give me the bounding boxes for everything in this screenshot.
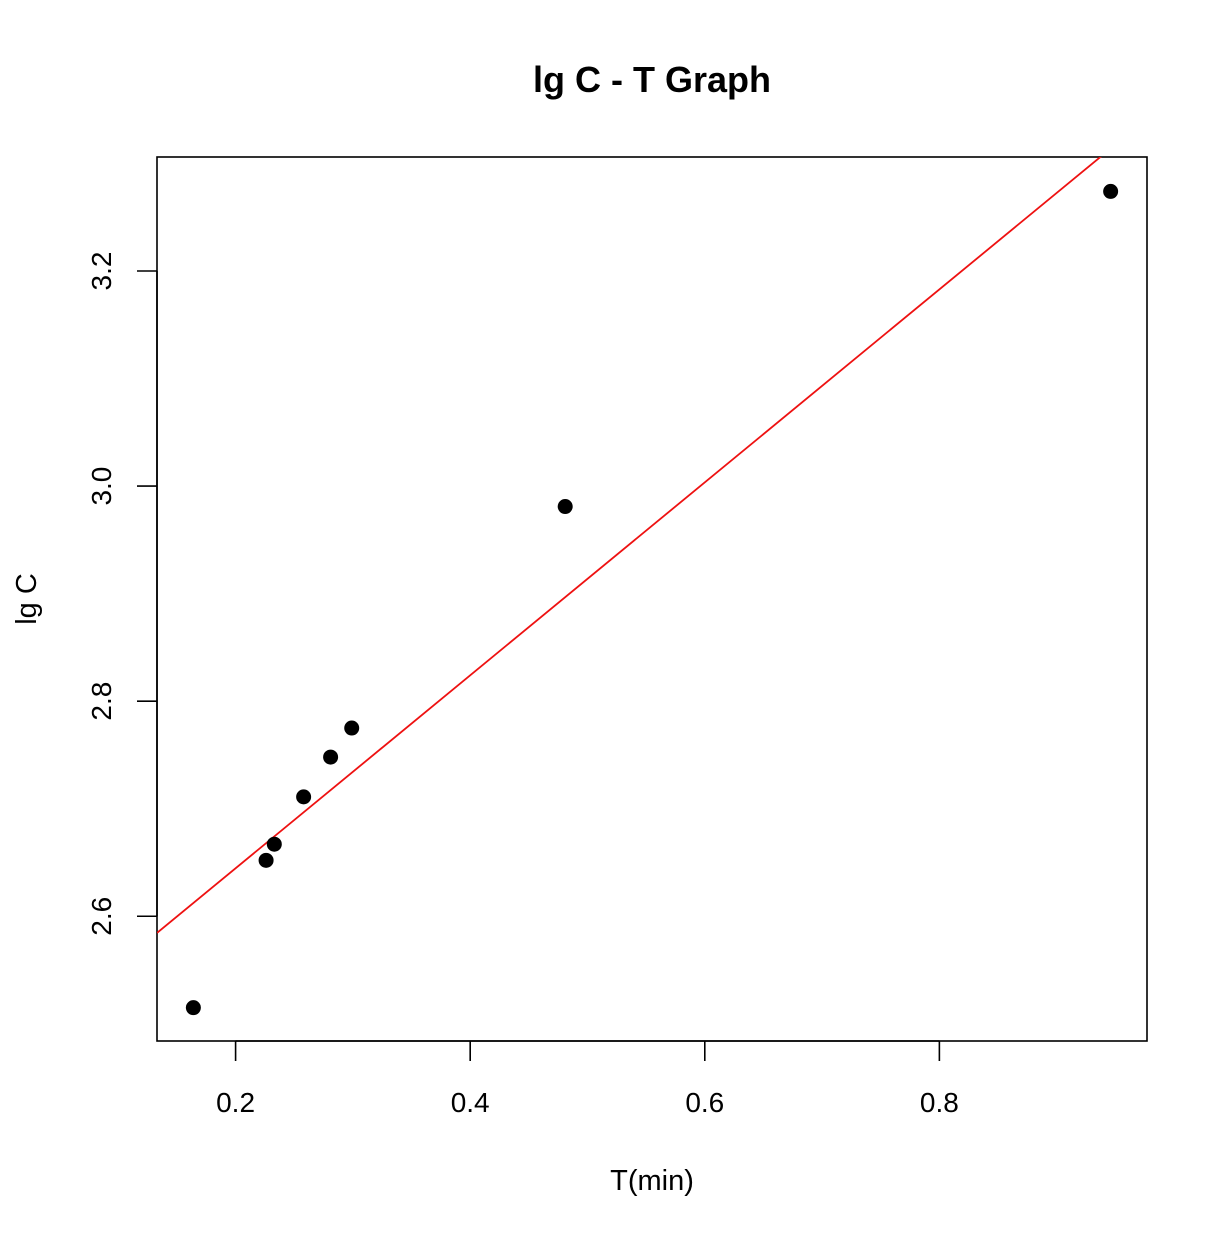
x-tick-label-4: 0.8 <box>920 1087 959 1118</box>
plot-frame <box>156 156 1148 1042</box>
data-point-8 <box>1103 183 1119 199</box>
x-tick-label-3: 0.6 <box>685 1087 724 1118</box>
data-point-1 <box>185 1000 201 1016</box>
regression-line <box>157 157 1102 934</box>
data-point-3 <box>266 836 282 852</box>
y-tick-label-3: 3.0 <box>86 467 117 506</box>
x-axis-label: T(min) <box>610 1165 694 1197</box>
data-point-5 <box>323 749 339 765</box>
y-axis: 2.6 2.8 3.0 3.2 <box>86 252 158 936</box>
points-layer <box>185 183 1119 1016</box>
data-point-2 <box>258 852 274 868</box>
data-point-7 <box>557 499 573 515</box>
x-tick-label-1: 0.2 <box>216 1087 255 1118</box>
x-axis: 0.2 0.4 0.6 0.8 <box>216 1040 959 1118</box>
y-axis-label: lg C <box>11 573 43 625</box>
x-tick-label-2: 0.4 <box>451 1087 490 1118</box>
fit-line-layer <box>157 157 1102 934</box>
data-point-6 <box>344 720 360 736</box>
y-tick-label-2: 2.8 <box>86 682 117 721</box>
data-point-4 <box>296 789 312 805</box>
y-tick-label-4: 3.2 <box>86 252 117 291</box>
y-tick-label-1: 2.6 <box>86 897 117 936</box>
chart-title: lg C - T Graph <box>533 59 771 100</box>
